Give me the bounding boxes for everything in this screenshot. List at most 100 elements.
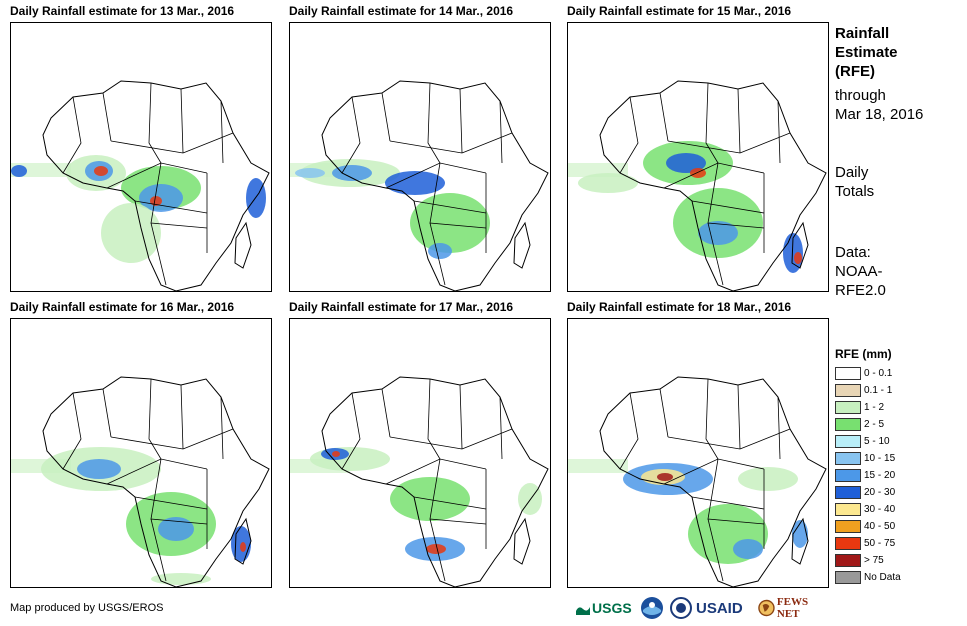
rainfall-area xyxy=(792,520,808,548)
madagascar-outline xyxy=(234,221,252,269)
country-border xyxy=(459,384,463,450)
data-line: NOAA- xyxy=(835,263,883,280)
through-value: Mar 18, 2016 xyxy=(835,106,924,123)
legend-label: 20 - 30 xyxy=(864,487,896,498)
rainfall-area xyxy=(578,173,638,193)
country-border xyxy=(182,428,234,450)
country-border xyxy=(62,96,82,174)
legend-swatch xyxy=(835,571,861,584)
rainfall-map xyxy=(567,22,829,292)
coastline xyxy=(42,376,270,587)
country-border xyxy=(413,496,487,510)
legend-swatch xyxy=(835,418,861,431)
totals-label: Daily Totals xyxy=(835,163,945,201)
country-border xyxy=(739,132,791,154)
rainfall-area xyxy=(139,184,183,212)
legend-swatch xyxy=(835,503,861,516)
title-line: Estimate xyxy=(835,44,898,61)
country-border xyxy=(341,96,361,174)
legend-swatch xyxy=(835,520,861,533)
legend-item: 5 - 10 xyxy=(835,433,955,450)
legend-swatch xyxy=(835,435,861,448)
country-border xyxy=(180,88,184,154)
legend-label: 0.1 - 1 xyxy=(864,385,893,396)
country-border xyxy=(737,384,741,450)
legend-swatch xyxy=(835,469,861,482)
legend-item: 15 - 20 xyxy=(835,467,955,484)
rainfall-area xyxy=(568,459,628,473)
rainfall-area xyxy=(428,243,452,259)
africa-map xyxy=(11,376,270,587)
country-border xyxy=(381,388,391,438)
rainfall-area xyxy=(240,542,246,552)
rainfall-area xyxy=(698,221,738,245)
country-border xyxy=(739,428,791,450)
country-border xyxy=(427,378,441,460)
country-border xyxy=(381,92,391,142)
country-border xyxy=(461,428,513,450)
country-border xyxy=(705,82,719,164)
data-line: RFE2.0 xyxy=(835,282,886,299)
totals-line: Daily xyxy=(835,164,869,181)
noaa-logo xyxy=(640,595,666,621)
country-border xyxy=(691,496,765,510)
noaa-icon xyxy=(641,597,663,619)
seal-icon xyxy=(670,597,692,619)
country-border xyxy=(102,388,112,438)
rainfall-area xyxy=(332,451,340,457)
country-border xyxy=(182,132,234,154)
legend-label: > 75 xyxy=(864,555,884,566)
country-border xyxy=(667,140,741,154)
legend-label: 30 - 40 xyxy=(864,504,896,515)
country-border xyxy=(737,88,741,154)
legend-label: 5 - 10 xyxy=(864,436,890,447)
fewsnet-globe-icon xyxy=(758,599,775,617)
country-border xyxy=(429,222,446,286)
legend-item: 50 - 75 xyxy=(835,535,955,552)
country-border xyxy=(150,518,167,582)
legend-swatch xyxy=(835,537,861,550)
rainfall-area xyxy=(158,517,194,541)
legend-item: 30 - 40 xyxy=(835,501,955,518)
panel-title: Daily Rainfall estimate for 13 Mar., 201… xyxy=(10,4,235,18)
country-border xyxy=(707,518,724,582)
madagascar-outline xyxy=(791,517,809,565)
panel-title: Daily Rainfall estimate for 17 Mar., 201… xyxy=(289,300,514,314)
africa-map xyxy=(290,80,549,291)
rainfall-area xyxy=(11,165,27,177)
legend-swatch xyxy=(835,384,861,397)
legend-item: No Data xyxy=(835,569,955,586)
title-line: (RFE) xyxy=(835,63,875,80)
totals-line: Totals xyxy=(835,183,875,200)
fewsnet-logo: FEWS NET xyxy=(758,595,830,621)
legend-swatch xyxy=(835,554,861,567)
rainfall-area xyxy=(733,539,763,559)
legend-item: 1 - 2 xyxy=(835,399,955,416)
country-border xyxy=(389,436,463,450)
legend-item: 2 - 5 xyxy=(835,416,955,433)
country-border xyxy=(705,378,719,460)
legend-label: 50 - 75 xyxy=(864,538,896,549)
legend-swatch xyxy=(835,401,861,414)
rainfall-area xyxy=(738,467,798,491)
coastline xyxy=(599,80,827,291)
country-border xyxy=(102,92,112,142)
rainfall-map xyxy=(10,318,272,588)
country-border xyxy=(659,92,669,142)
legend-swatch xyxy=(835,452,861,465)
legend-item: > 75 xyxy=(835,552,955,569)
country-border xyxy=(148,82,162,164)
legend-item: 20 - 30 xyxy=(835,484,955,501)
africa-map xyxy=(11,80,270,291)
partner-logos: USGS USAID FEWS NET xyxy=(576,595,826,621)
panel-title: Daily Rainfall estimate for 18 Mar., 201… xyxy=(567,300,792,314)
country-border xyxy=(619,96,639,174)
legend-title: RFE (mm) xyxy=(835,347,892,361)
country-border xyxy=(220,396,224,460)
usgs-wave-icon xyxy=(576,607,590,615)
madagascar-outline xyxy=(513,517,531,565)
coastline xyxy=(599,376,827,587)
country-border xyxy=(499,100,503,164)
country-border xyxy=(110,436,184,450)
usaid-seal-logo xyxy=(670,595,694,621)
